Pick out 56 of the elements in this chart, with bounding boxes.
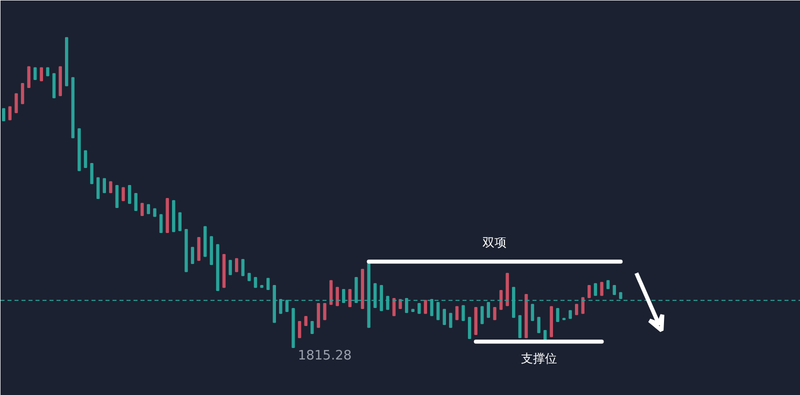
candlestick xyxy=(266,278,270,290)
candlestick xyxy=(316,302,320,328)
candlestick xyxy=(109,181,112,194)
candlestick xyxy=(442,308,446,326)
candlestick xyxy=(556,308,560,322)
candlestick xyxy=(2,108,6,122)
candlestick xyxy=(122,187,125,202)
candlestick xyxy=(234,258,238,272)
series-label: 双项 xyxy=(482,236,507,250)
candlestick xyxy=(468,316,472,339)
candlestick xyxy=(34,67,37,80)
candlestick xyxy=(310,320,314,334)
candlestick xyxy=(418,302,421,314)
candlestick xyxy=(102,178,106,194)
candlestick xyxy=(499,290,503,310)
candlestick xyxy=(348,289,352,308)
candlestick xyxy=(581,297,584,314)
candlestick xyxy=(329,280,333,305)
candlestick xyxy=(298,320,302,338)
candlestick xyxy=(336,286,339,306)
candlestick xyxy=(455,306,459,320)
candlestick xyxy=(574,304,578,316)
candlestick xyxy=(392,298,396,316)
candlestick xyxy=(323,302,326,320)
candlestick xyxy=(588,285,591,298)
candlestick xyxy=(449,312,452,328)
candlestick xyxy=(493,307,496,320)
candlestick xyxy=(254,276,258,288)
candlestick xyxy=(241,258,244,276)
candlestick xyxy=(20,83,24,104)
candlestick xyxy=(197,237,200,261)
candlestick xyxy=(134,193,138,212)
candlestick xyxy=(115,184,119,208)
candlestick xyxy=(537,316,540,334)
candlestick xyxy=(84,150,88,168)
candlestick xyxy=(128,184,132,204)
candlestick xyxy=(518,315,522,338)
series-label: 支撑位 xyxy=(520,352,557,366)
candlestick xyxy=(90,162,94,184)
candlestick xyxy=(462,305,465,322)
candlestick xyxy=(40,67,44,82)
candlestick xyxy=(159,214,163,234)
candlestick xyxy=(8,106,12,120)
candlestick xyxy=(96,177,100,199)
candlestick xyxy=(228,260,232,276)
candlestick xyxy=(424,300,428,314)
candlestick xyxy=(600,282,604,296)
candlestick xyxy=(178,212,182,232)
candlestick xyxy=(594,283,598,296)
text: 1815.28 xyxy=(298,348,352,364)
candlestick xyxy=(190,246,194,264)
candlestick xyxy=(480,306,484,324)
candlestick xyxy=(140,202,144,216)
candlestick xyxy=(27,66,30,88)
candlestick xyxy=(14,93,18,114)
candlestick xyxy=(530,304,534,322)
